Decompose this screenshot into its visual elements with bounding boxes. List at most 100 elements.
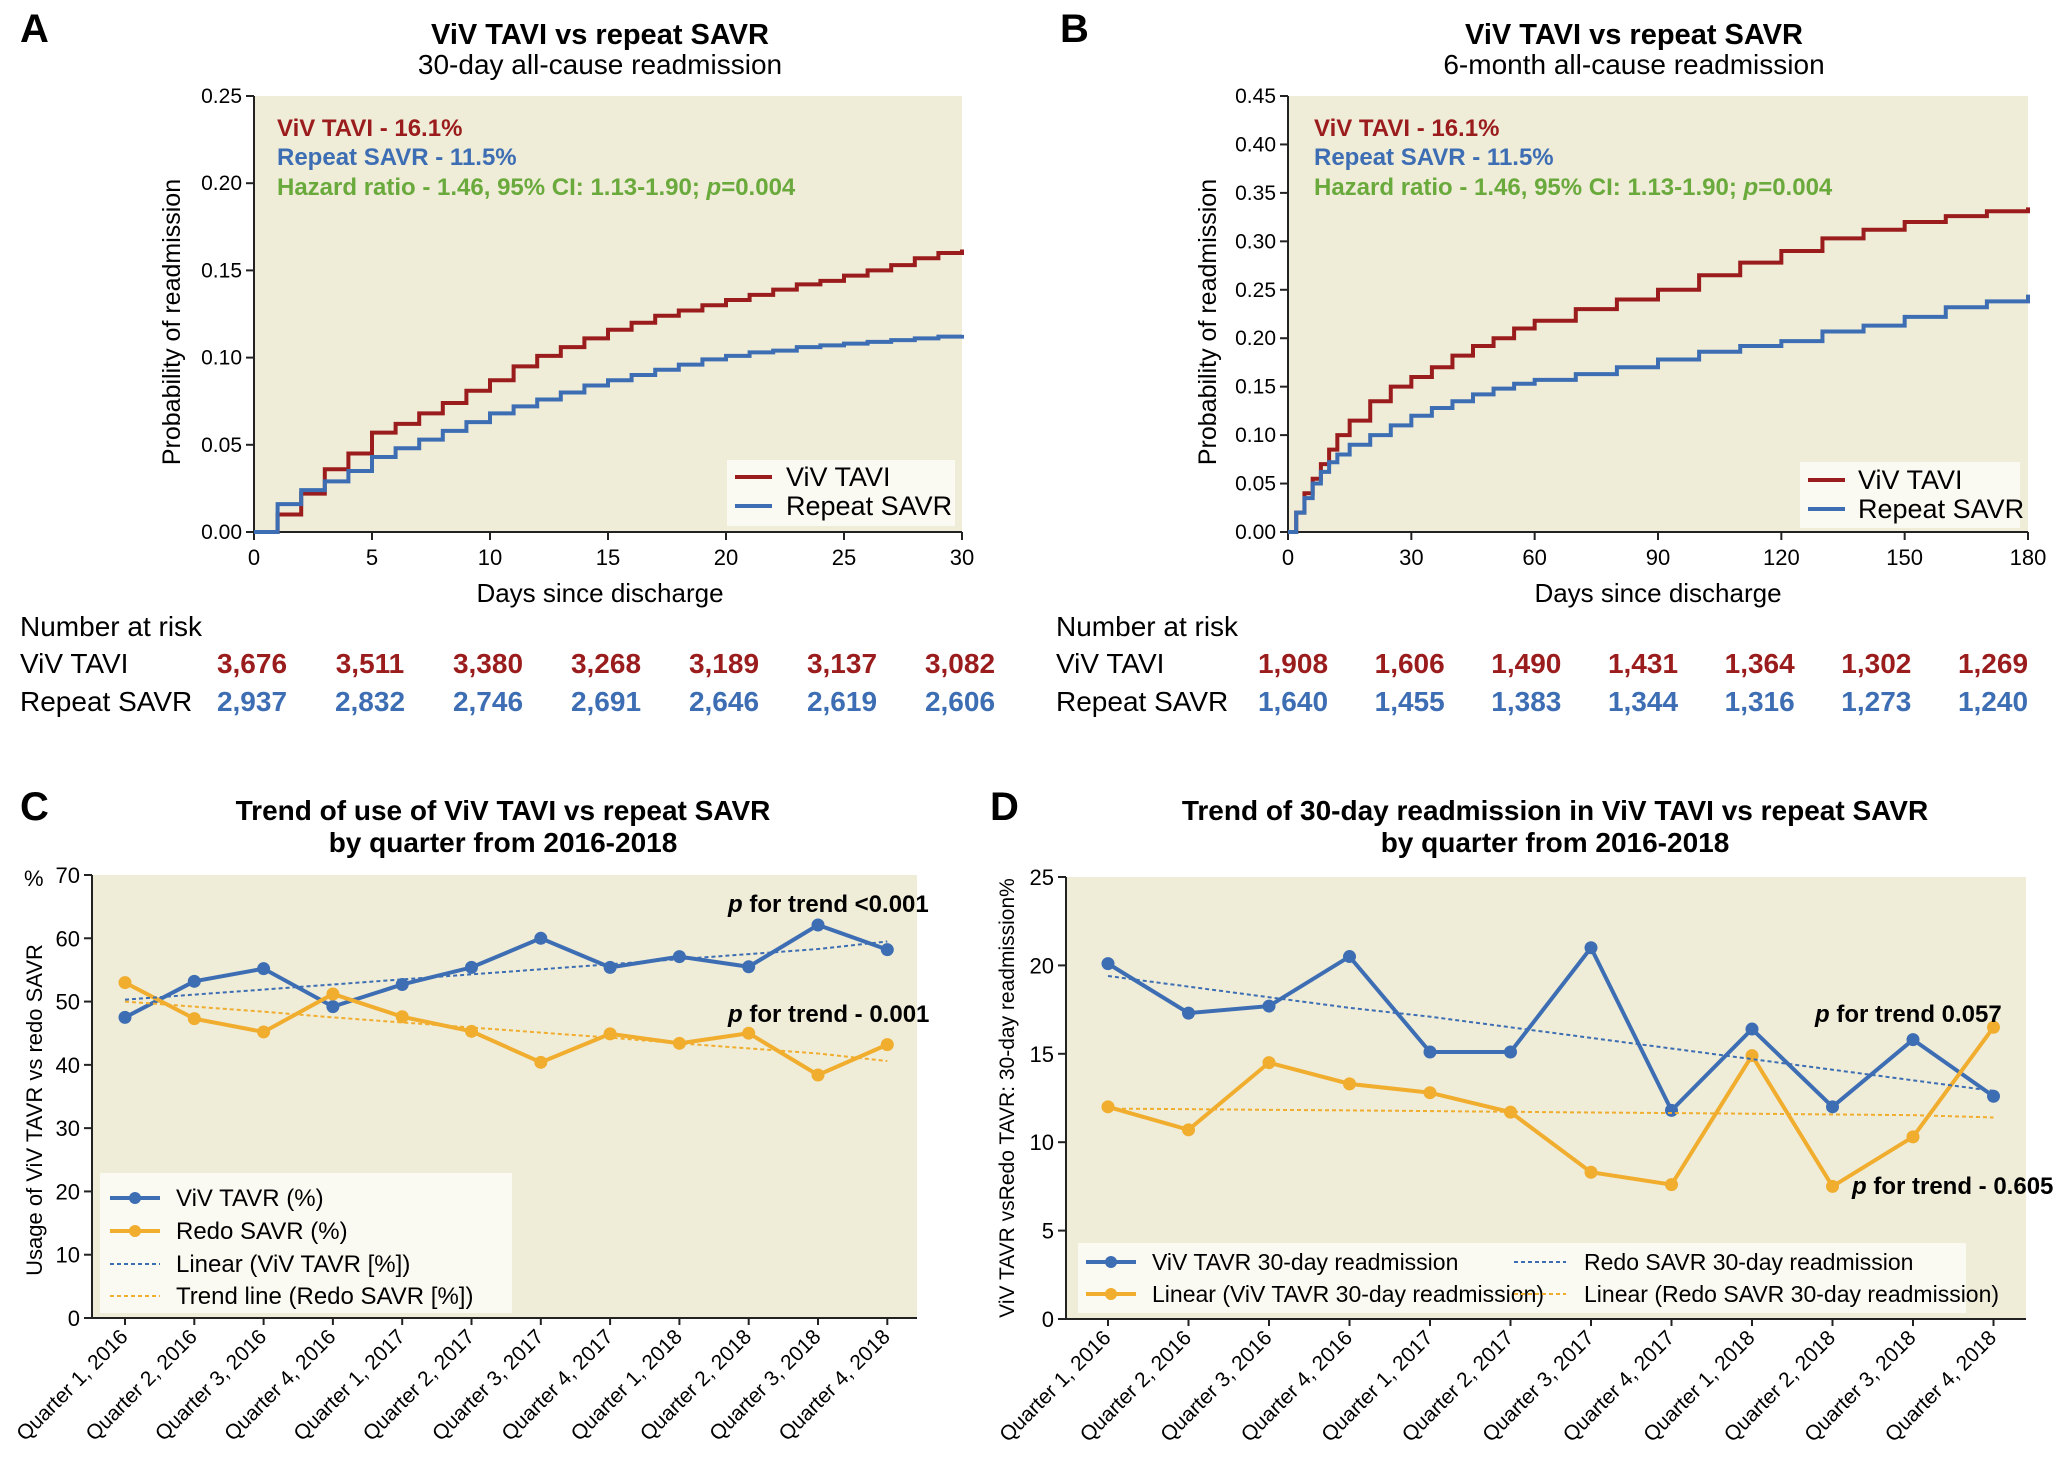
c-y-tick-label: 0 (68, 1306, 80, 1331)
d-point-redo (1101, 1100, 1115, 1114)
a-risk-viv-value: 3,676 (217, 648, 287, 679)
panel-a-y-axis: 0.00 0.05 0.10 0.15 0.20 0.25 (201, 85, 255, 544)
panel-c-legend-box (100, 1173, 512, 1313)
a-risk-viv-value: 3,511 (336, 648, 405, 679)
panel-c-trend2: p for trend - 0.001 (727, 1001, 929, 1028)
c-y-tick-label: 40 (56, 1053, 80, 1078)
d-series-line-viv (1106, 943, 1995, 1114)
b-risk-viv-value: 1,606 (1375, 648, 1445, 679)
panel-c-percent-mark: % (24, 866, 44, 891)
c-series-line-viv-linear (124, 940, 888, 1001)
c-point-viv (118, 1010, 132, 1024)
panel-b-y-axis: 0.00 0.05 0.10 0.15 0.20 0.25 0.30 0.35 0.40 0.45 (1235, 85, 1289, 544)
b-x-tick-label: 30 (1399, 545, 1423, 570)
panel-b-legend-viv: ViV TAVI (1858, 465, 1963, 495)
panel-d-legend-box (1078, 1243, 1966, 1313)
panel-d-trend1-text: for trend 0.057 (1830, 1001, 2002, 1028)
panel-b-subtitle: 6-month all-cause readmission (1443, 49, 1824, 80)
b-risk-savr-value: 1,273 (1841, 686, 1911, 717)
a-y-tick-label: 0.05 (201, 434, 242, 457)
d-point-viv (1987, 1089, 2000, 1103)
panel-d-legend-e1: Linear (ViV TAVR 30-day readmission) (1152, 1281, 1544, 1307)
b-risk-viv-value: 1,269 (1958, 648, 2028, 679)
d-series-line-redo-linear (1107, 1107, 1994, 1119)
panel-a-legend: ViV TAVI Repeat SAVR (727, 460, 955, 526)
c-point-viv (465, 960, 478, 974)
d-point-redo (1343, 1077, 1356, 1091)
b-y-tick-label: 0.25 (1235, 279, 1276, 302)
b-y-tick-label: 0.15 (1235, 376, 1276, 399)
a-x-tick-label: 5 (366, 545, 378, 570)
panel-b-risk-viv-label: ViV TAVI (1056, 648, 1164, 679)
c-point-viv (187, 974, 201, 988)
panel-a-risk-values: 3,676 2,937 3,511 2,832 3,380 2,746 3,268 2,691… (217, 648, 995, 717)
b-y-tick-label: 0.00 (1235, 521, 1276, 544)
d-point-redo (1906, 1130, 1920, 1144)
a-x-tick-label: 30 (950, 545, 974, 570)
panel-c-legend-redo: Redo SAVR (%) (176, 1218, 348, 1245)
d-point-redo (1262, 1056, 1276, 1070)
panel-d-legend: ViV TAVR 30-day readmission Linear (ViV … (1078, 1243, 1999, 1313)
panel-b-annot-hr: Hazard ratio - 1.46, 95% CI: 1.13-1.90; … (1314, 174, 1833, 201)
c-point-viv (811, 918, 825, 932)
a-x-tick-label: 25 (832, 545, 856, 570)
d-y-tick-label: 5 (1042, 1219, 1054, 1244)
panel-c-title-line2: by quarter from 2016-2018 (329, 827, 678, 858)
b-x-tick-label: 120 (1763, 545, 1800, 570)
panel-a-hr-suffix: =0.004 (721, 174, 796, 201)
panel-d-legend-e0-marker (1105, 1256, 1117, 1268)
d-series-line-redo (1107, 1026, 1996, 1190)
panel-c-y-axis-label: Usage of ViV TAVR vs redo SAVR (22, 944, 47, 1276)
c-series-line-redo-trend (124, 1000, 888, 1063)
b-risk-viv-value: 1,908 (1258, 648, 1328, 679)
a-series-line-viv (254, 249, 964, 534)
d-point-viv (1665, 1103, 1678, 1117)
panel-b-x-axis: 0 30 60 90 120 150 180 (1282, 531, 2047, 570)
a-y-tick-label: 0.10 (201, 347, 242, 370)
panel-b-risk-savr-label: Repeat SAVR (1056, 686, 1228, 717)
b-x-tick-label: 180 (2010, 545, 2047, 570)
b-y-tick-label: 0.40 (1235, 133, 1276, 156)
panel-b-legend: ViV TAVI Repeat SAVR (1800, 462, 2024, 528)
panel-a-risk-header: Number at risk (20, 611, 203, 642)
c-point-redo (187, 1012, 201, 1026)
d-point-redo (1423, 1086, 1437, 1100)
panel-a-x-axis-label: Days since discharge (476, 578, 723, 608)
b-risk-savr-value: 1,344 (1608, 686, 1678, 717)
d-point-redo (1987, 1020, 2000, 1034)
a-x-tick-label: 20 (714, 545, 738, 570)
panel-c-legend: ViV TAVR (%) Redo SAVR (%) Linear (ViV T… (100, 1173, 512, 1313)
panel-b-x-axis-label: Days since discharge (1534, 578, 1781, 608)
panel-d-trend2: p for trend - 0.605 (1851, 1173, 2053, 1200)
a-y-tick-label: 0.25 (201, 85, 242, 108)
panel-d-legend-e0: ViV TAVR 30-day readmission (1152, 1249, 1458, 1275)
panel-b-hr-prefix: Hazard ratio - 1.46, 95% CI: 1.13-1.90; (1314, 174, 1744, 201)
a-y-tick-label: 0.20 (201, 172, 242, 195)
panel-b-series (1288, 207, 2030, 534)
a-risk-savr-value: 2,619 (807, 686, 877, 717)
c-point-redo (257, 1025, 271, 1039)
a-y-tick-label: 0.00 (201, 521, 242, 544)
panel-b-annot-viv: ViV TAVI - 16.1% (1314, 115, 1499, 142)
panel-b-risk-header: Number at risk (1056, 611, 1239, 642)
panel-d-trend2-text: for trend - 0.605 (1867, 1173, 2054, 1200)
a-risk-savr-value: 2,937 (217, 686, 287, 717)
a-x-tick-label: 0 (248, 545, 260, 570)
panel-a-title: ViV TAVI vs repeat SAVR (431, 19, 769, 51)
panel-c-title-line1: Trend of use of ViV TAVI vs repeat SAVR (236, 795, 771, 826)
panel-c-legend-linear-viv: Linear (ViV TAVR [%]) (176, 1251, 410, 1278)
c-point-viv (395, 977, 409, 991)
d-point-redo (1826, 1179, 1839, 1193)
b-risk-viv-value: 1,431 (1608, 648, 1678, 679)
a-risk-savr-value: 2,832 (335, 686, 405, 717)
b-risk-savr-value: 1,316 (1725, 686, 1795, 717)
panel-d-legend-e2: Redo SAVR 30-day readmission (1584, 1249, 1913, 1275)
c-y-tick-label: 20 (56, 1179, 80, 1204)
panel-c-trend2-p: p (727, 1001, 743, 1028)
d-point-viv (1826, 1100, 1839, 1114)
b-x-tick-label: 0 (1282, 545, 1294, 570)
a-risk-viv-value: 3,189 (689, 648, 759, 679)
panel-a-legend-viv: ViV TAVI (786, 462, 891, 492)
a-risk-viv-value: 3,137 (807, 648, 877, 679)
